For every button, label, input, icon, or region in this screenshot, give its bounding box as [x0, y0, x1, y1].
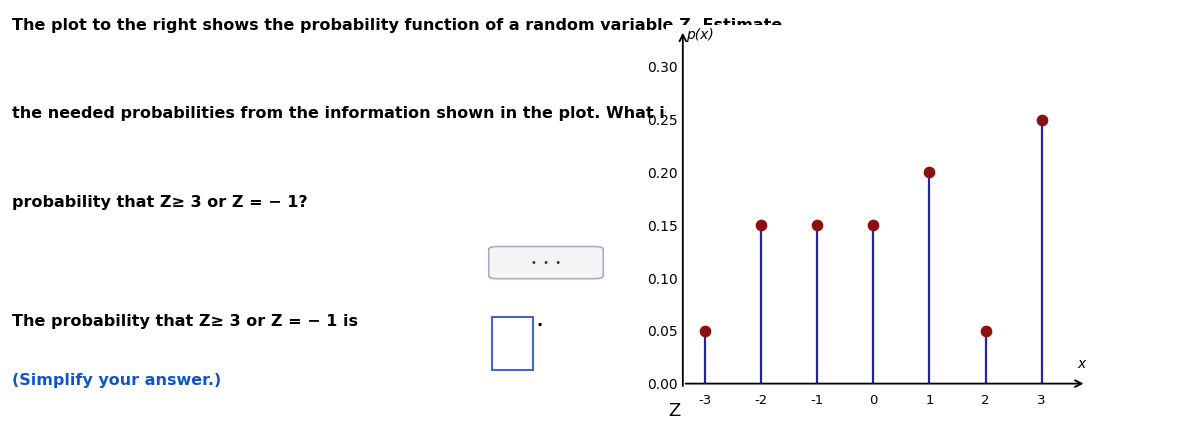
Text: probability that Z≥ 3 or Z = − 1?: probability that Z≥ 3 or Z = − 1? [12, 194, 307, 210]
FancyBboxPatch shape [488, 247, 604, 279]
Point [751, 222, 770, 229]
Text: The probability that Z≥ 3 or Z = − 1 is: The probability that Z≥ 3 or Z = − 1 is [12, 313, 358, 329]
Text: the needed probabilities from the information shown in the plot. What is the: the needed probabilities from the inform… [12, 106, 710, 121]
Point [1032, 116, 1051, 123]
Text: The plot to the right shows the probability function of a random variable Z. Est: The plot to the right shows the probabil… [12, 18, 782, 33]
Text: x: x [1078, 357, 1085, 371]
Point [808, 222, 827, 229]
Text: .: . [536, 313, 542, 329]
Point [864, 222, 883, 229]
Text: p(x): p(x) [685, 28, 713, 42]
Point [696, 327, 715, 334]
Bar [492, 317, 533, 370]
Point [920, 169, 940, 176]
Point [976, 327, 995, 334]
Text: •  •  •: • • • [530, 257, 562, 268]
Text: Z: Z [668, 402, 680, 420]
Text: (Simplify your answer.): (Simplify your answer.) [12, 373, 221, 388]
